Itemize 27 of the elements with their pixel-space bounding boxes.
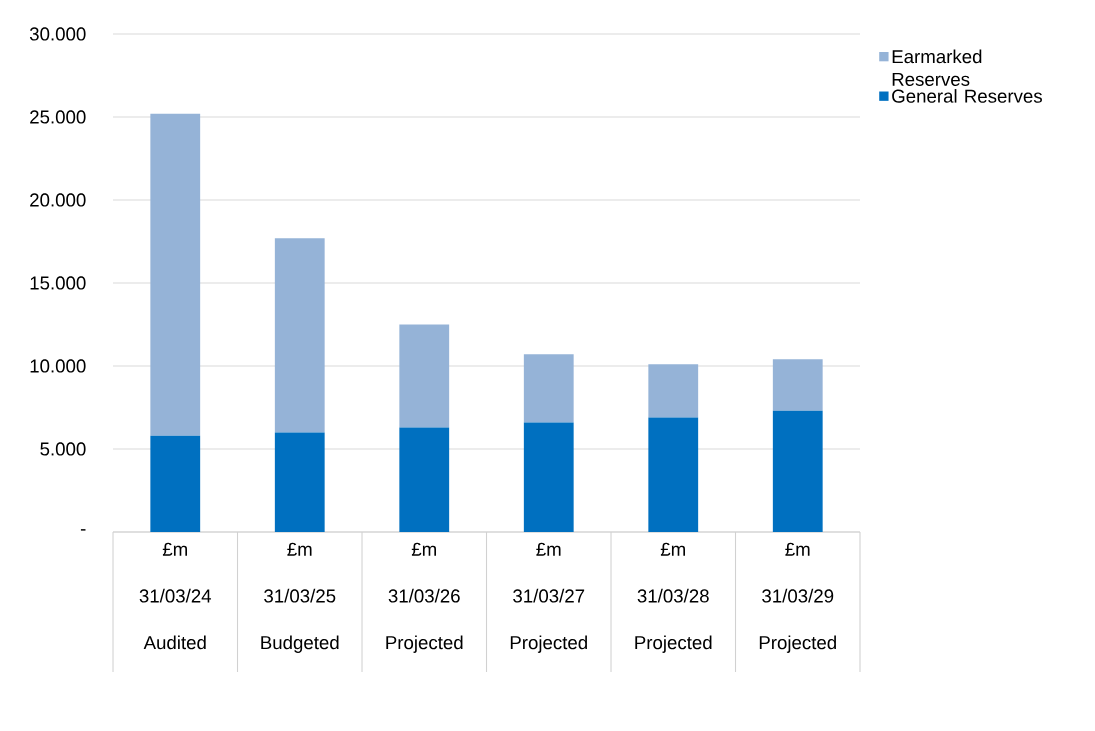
bar: [523, 422, 574, 532]
bar: [523, 354, 574, 423]
category-label: £m 31/03/27 Projected: [510, 542, 587, 653]
legend-label: General Reserves: [892, 89, 1042, 103]
legend-label: Earmarked Reserves: [892, 49, 982, 86]
bar: [399, 324, 450, 428]
bar: [150, 113, 201, 436]
y-tick-label: 25.000: [30, 110, 86, 124]
bar: [772, 410, 823, 532]
bar: [399, 427, 450, 532]
y-tick-label: 5.000: [40, 442, 86, 456]
category-label: £m 31/03/24 Audited: [139, 542, 212, 650]
y-tick-label: 10.000: [30, 359, 86, 373]
bar: [648, 364, 699, 418]
category-label: £m 31/03/29 Projected: [759, 542, 836, 653]
y-tick-label: 30.000: [29, 27, 86, 41]
y-tick-label: -: [80, 529, 86, 531]
bar: [772, 359, 823, 411]
category-label: £m 31/03/26 Projected: [386, 542, 463, 653]
category-label: £m 31/03/28 Projected: [635, 542, 712, 653]
y-tick-label: 20.000: [30, 193, 86, 207]
bar: [274, 432, 325, 532]
bar: [274, 238, 325, 433]
bar: [150, 435, 201, 532]
bar: [648, 417, 699, 532]
category-label: £m 31/03/25 Budgeted: [261, 542, 339, 653]
y-tick-label: 15.000: [30, 276, 86, 290]
